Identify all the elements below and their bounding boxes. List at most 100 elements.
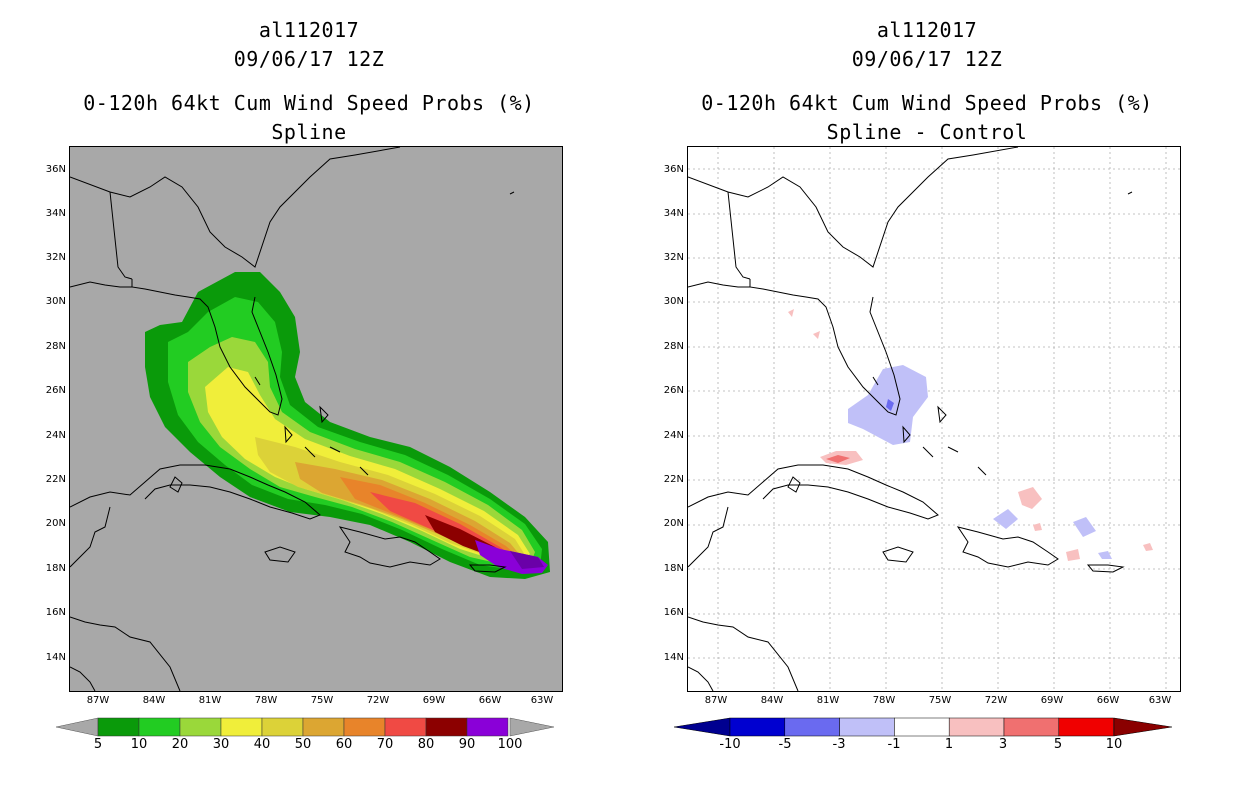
patch-positive: [1018, 487, 1042, 509]
panel-spline: al112017 09/06/17 12Z 0-120h 64kt Cum Wi…: [45, 18, 563, 752]
lat-label: 34N: [663, 208, 684, 219]
colorbar-cell: [179, 717, 222, 737]
lat-label: 14N: [663, 652, 684, 663]
colorbar-cell: [97, 717, 140, 737]
difference-patches: [788, 309, 1153, 561]
colorbar-label: 80: [417, 737, 435, 752]
lat-lon-grid: [688, 147, 1180, 691]
difference-map: [687, 146, 1181, 692]
lat-label: 28N: [45, 341, 66, 352]
colorbar-label: 5: [93, 737, 103, 752]
colorbar-label: 40: [253, 737, 271, 752]
colorbar-under-arrow: [674, 717, 731, 737]
colorbar-label: -5: [778, 737, 792, 752]
lat-label: 22N: [45, 474, 66, 485]
colorbar-cell: [466, 717, 509, 737]
lon-label: 75W: [928, 695, 952, 706]
coastlines: [70, 147, 515, 691]
colorbar-cell: [839, 717, 895, 737]
panel-spline-minus-control: al112017 09/06/17 12Z 0-120h 64kt Cum Wi…: [618, 0, 1236, 800]
colorbar-label: 20: [171, 737, 189, 752]
datetime: 09/06/17 12Z: [851, 47, 1003, 71]
lat-label: 18N: [663, 563, 684, 574]
lat-label: 30N: [45, 296, 66, 307]
lon-label: 78W: [872, 695, 896, 706]
patch-positive: [1033, 523, 1042, 531]
subtitle: Spline - Control: [826, 120, 1028, 144]
colorbar-label: 90: [458, 737, 476, 752]
lat-label: 20N: [45, 518, 66, 529]
lat-label: 30N: [663, 296, 684, 307]
colorbar-label: 60: [335, 737, 353, 752]
lat-label: 18N: [45, 563, 66, 574]
lat-label: 24N: [663, 430, 684, 441]
lat-label: 22N: [663, 474, 684, 485]
lon-label: 84W: [760, 695, 784, 706]
colorbar-label: 50: [294, 737, 312, 752]
storm-id: al112017: [258, 18, 360, 42]
colorbar-label: 70: [376, 737, 394, 752]
lon-label: 78W: [254, 695, 278, 706]
map-svg: [70, 147, 550, 691]
lat-label: 16N: [45, 607, 66, 618]
product-title: 0-120h 64kt Cum Wind Speed Probs (%): [83, 91, 535, 115]
colorbar-over-arrow: [1113, 717, 1173, 737]
lon-label: 69W: [1040, 695, 1064, 706]
patch-positive: [1143, 543, 1153, 551]
product-title: 0-120h 64kt Cum Wind Speed Probs (%): [701, 91, 1153, 115]
colorbar-cell: [894, 717, 950, 737]
lat-label: 36N: [45, 164, 66, 175]
colorbar-label: 10: [1105, 737, 1123, 752]
lon-label: 72W: [366, 695, 390, 706]
patch-negative: [993, 509, 1018, 529]
colorbar-cell: [784, 717, 840, 737]
colorbar-label: 3: [998, 737, 1008, 752]
lat-label: 24N: [45, 430, 66, 441]
colorbar: [674, 717, 1173, 737]
lat-label: 28N: [663, 341, 684, 352]
colorbar-cell: [948, 717, 1005, 737]
colorbar-label: -10: [719, 737, 741, 752]
lat-label: 26N: [45, 385, 66, 396]
lon-label: 84W: [142, 695, 166, 706]
swath-100: [510, 551, 544, 569]
lon-label: 66W: [1096, 695, 1120, 706]
lat-label: 20N: [663, 518, 684, 529]
lon-label: 63W: [1148, 695, 1172, 706]
storm-id: al112017: [876, 18, 978, 42]
colorbar-label: 5: [1053, 737, 1063, 752]
colorbar-cell: [302, 717, 345, 737]
colorbar-label: 10: [130, 737, 148, 752]
probability-swath: [145, 272, 550, 579]
colorbar-cell: [261, 717, 304, 737]
lat-label: 14N: [45, 652, 66, 663]
lat-label: 36N: [663, 164, 684, 175]
patch-negative: [886, 399, 894, 411]
colorbar-label: -3: [832, 737, 846, 752]
patch-negative: [1098, 551, 1112, 559]
colorbar-label: 30: [212, 737, 230, 752]
lat-label: 32N: [663, 252, 684, 263]
lat-label: 26N: [663, 385, 684, 396]
map-svg: [688, 147, 1180, 691]
lon-label: 69W: [422, 695, 446, 706]
probability-map: [69, 146, 563, 692]
subtitle: Spline: [271, 120, 347, 144]
colorbar-cell: [729, 717, 786, 737]
colorbar-cell: [1003, 717, 1060, 737]
lon-label: 63W: [530, 695, 554, 706]
colorbar-cell: [384, 717, 427, 737]
colorbar-under-arrow: [56, 717, 99, 737]
colorbar-over-arrow: [509, 717, 555, 737]
colorbar-label: 1: [944, 737, 954, 752]
colorbar-cell: [138, 717, 181, 737]
lon-label: 81W: [198, 695, 222, 706]
patch-positive: [826, 455, 850, 463]
lon-label: 87W: [704, 695, 728, 706]
lat-label: 32N: [45, 252, 66, 263]
datetime: 09/06/17 12Z: [233, 47, 385, 71]
patch-positive: [1066, 549, 1080, 561]
colorbar-cell: [220, 717, 263, 737]
lon-label: 66W: [478, 695, 502, 706]
lon-label: 72W: [984, 695, 1008, 706]
